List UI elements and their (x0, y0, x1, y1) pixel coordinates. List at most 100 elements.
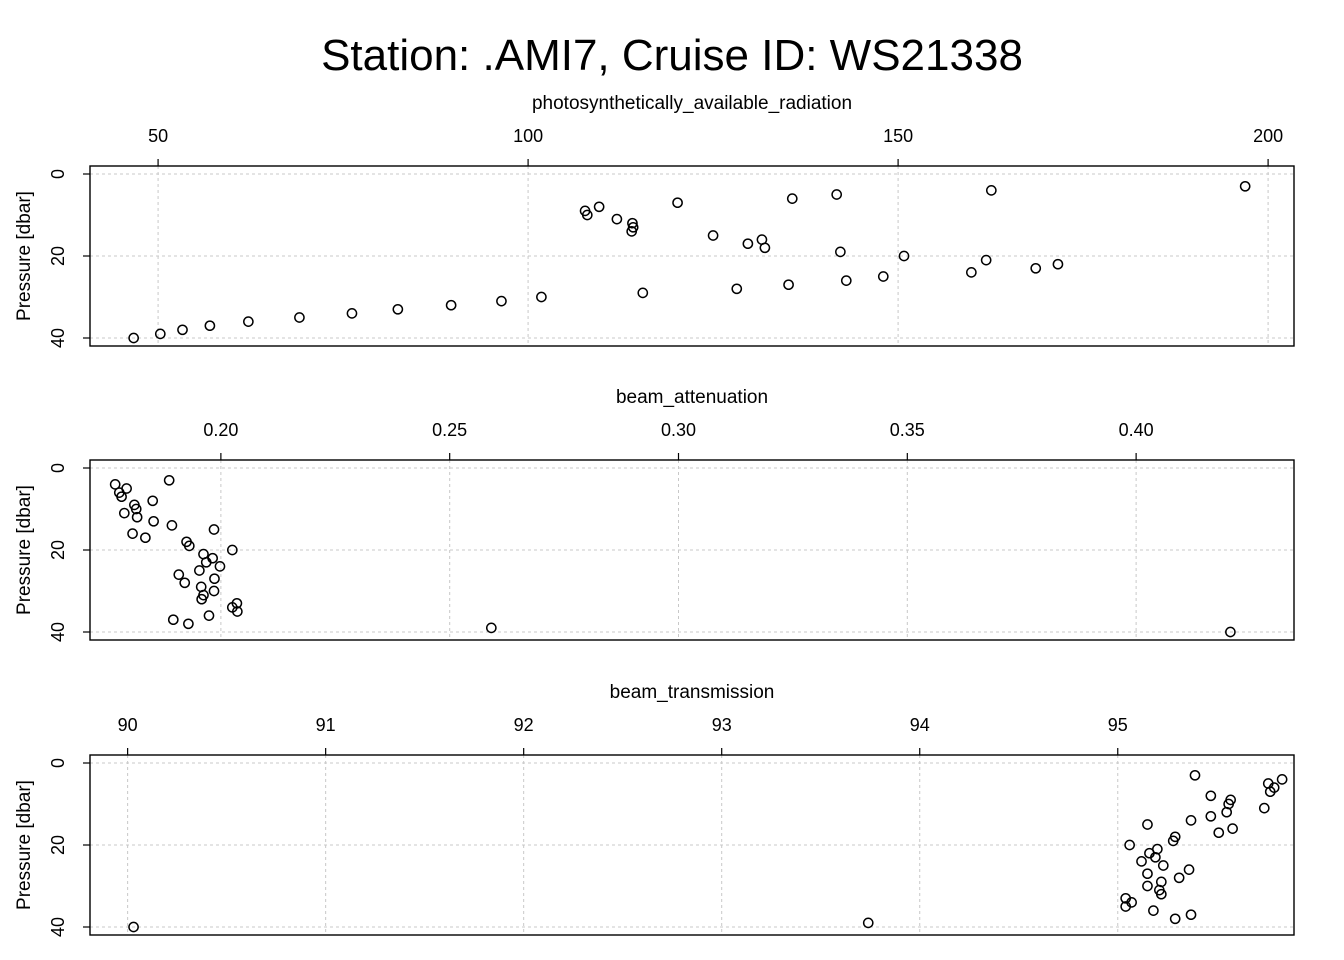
data-point (1225, 626, 1236, 638)
data-point (783, 279, 794, 291)
data-point (130, 503, 142, 515)
data-point (147, 495, 159, 507)
data-point (1157, 860, 1169, 871)
data-point (226, 544, 238, 556)
scatter-panels: 50 100 150 200photosynthetically_available_… (14, 93, 1295, 937)
x-tick-label: 94 (910, 715, 930, 735)
x-tick-label: 100 (513, 126, 543, 146)
data-point (985, 185, 997, 196)
x-tick-label: 50 (148, 126, 168, 146)
data-point (1148, 905, 1159, 916)
panel-3: 90 91 92 93 94 95 beam_transmission 0 20 40 Pressu… (14, 682, 1295, 937)
data-point (183, 618, 194, 630)
x-tick-label: 0.40 (1119, 420, 1154, 440)
data-point (1142, 819, 1153, 830)
data-point (1124, 839, 1135, 851)
y-tick-label: 0 (48, 463, 68, 473)
data-point (840, 275, 852, 286)
data-point (581, 209, 593, 221)
data-point (200, 556, 212, 568)
data-point (173, 569, 185, 580)
data-point (1227, 823, 1238, 834)
data-point (209, 573, 220, 585)
y-tick-label: 20 (48, 540, 68, 560)
data-point (177, 324, 188, 336)
data-point (1150, 851, 1161, 863)
y-tick-label: 20 (48, 835, 68, 855)
data-point (831, 189, 843, 200)
data-point (204, 320, 216, 332)
data-point (1030, 262, 1042, 274)
data-point (627, 217, 638, 229)
y-tick-label: 0 (48, 169, 68, 179)
y-tick-label: 40 (48, 917, 68, 937)
data-point (1205, 810, 1217, 822)
data-point (294, 312, 305, 323)
x-axis-label: beam_transmission (610, 682, 775, 703)
x-tick-label: 93 (712, 715, 732, 735)
data-point (208, 585, 220, 597)
data-point (626, 226, 638, 237)
x-tick-label: 92 (514, 715, 534, 735)
panel-2: 0.20 0.25 0.30 0.35 0.40 beam_attenuation 0 20 4… (14, 387, 1295, 642)
data-point (118, 507, 130, 519)
x-tick-label: 0.30 (661, 420, 696, 440)
y-axis-label: Pressure [dbar] (14, 780, 35, 910)
data-point (980, 254, 992, 266)
data-point (154, 328, 166, 340)
x-tick-label: 0.25 (432, 420, 467, 440)
data-point (536, 291, 547, 303)
x-tick-label: 0.35 (890, 420, 925, 440)
data-point (140, 532, 151, 544)
data-point (1189, 769, 1201, 781)
x-axis-label: photosynthetically_available_radiation (532, 93, 852, 114)
data-point (707, 230, 719, 241)
data-point (131, 511, 143, 523)
data-point (243, 316, 254, 327)
y-tick-label: 40 (48, 622, 68, 642)
data-point (611, 213, 623, 225)
data-point (786, 193, 798, 204)
data-point (485, 622, 497, 634)
data-point (877, 271, 889, 282)
data-point (166, 520, 178, 531)
data-point (167, 614, 179, 626)
data-point (1258, 802, 1270, 814)
data-point (179, 577, 191, 589)
data-point (1213, 827, 1225, 839)
x-tick-label: 90 (118, 715, 138, 735)
y-tick-label: 0 (48, 758, 68, 768)
data-point (208, 524, 220, 535)
data-point (1169, 913, 1181, 925)
y-axis-label: Pressure [dbar] (14, 191, 35, 321)
data-point (183, 540, 195, 552)
data-point (1276, 774, 1288, 785)
data-point (1142, 880, 1153, 892)
x-tick-label: 150 (883, 126, 913, 146)
data-point (1185, 909, 1197, 921)
x-tick-label: 95 (1108, 715, 1128, 735)
x-axis-label: beam_attenuation (616, 387, 768, 408)
data-point (1120, 901, 1132, 912)
data-point (593, 201, 605, 213)
y-axis-label: Pressure [dbar] (14, 485, 35, 615)
data-point (1136, 856, 1147, 867)
x-tick-label: 91 (316, 715, 336, 735)
data-point (1183, 864, 1195, 875)
data-point (1142, 868, 1153, 880)
data-point (742, 238, 754, 250)
data-point (116, 491, 127, 503)
y-tick-label: 20 (48, 246, 68, 266)
x-tick-label: 0.20 (203, 420, 238, 440)
data-point (1205, 790, 1217, 802)
panel-1: 50 100 150 200photosynthetically_available_… (14, 93, 1295, 348)
data-point (148, 515, 159, 527)
data-point (1052, 258, 1064, 270)
data-point (862, 917, 874, 929)
data-point (128, 332, 140, 344)
data-point (346, 308, 358, 319)
data-point (496, 295, 507, 307)
data-point (1167, 835, 1179, 847)
data-point (1155, 888, 1167, 900)
